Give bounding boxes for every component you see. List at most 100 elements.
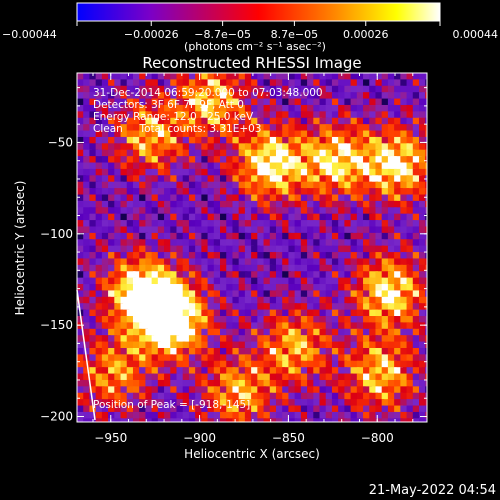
heatmap-cell bbox=[294, 341, 304, 351]
heatmap-cell bbox=[269, 124, 279, 133]
heatmap-cell bbox=[394, 143, 403, 153]
heatmap-cell bbox=[226, 290, 236, 300]
heatmap-cell bbox=[381, 360, 391, 370]
heatmap-cell bbox=[294, 200, 304, 210]
heatmap-cell bbox=[108, 354, 117, 364]
heatmap-cell bbox=[300, 194, 310, 204]
heatmap-cell bbox=[294, 181, 304, 191]
heatmap-cell bbox=[145, 111, 155, 121]
heatmap-cell bbox=[263, 296, 273, 306]
heatmap-cell bbox=[338, 245, 347, 255]
heatmap-cell bbox=[338, 303, 347, 313]
heatmap-cell bbox=[387, 162, 397, 172]
heatmap-cell bbox=[232, 92, 242, 101]
heatmap-cell bbox=[394, 290, 403, 300]
heatmap-cell bbox=[170, 149, 180, 159]
heatmap-cell bbox=[363, 156, 372, 165]
heatmap-cell bbox=[344, 117, 354, 127]
heatmap-cell bbox=[139, 175, 148, 185]
heatmap-cell bbox=[114, 367, 124, 376]
heatmap-cell bbox=[331, 168, 341, 178]
heatmap-cell bbox=[356, 316, 366, 325]
heatmap-cell bbox=[157, 418, 167, 422]
heatmap-cell bbox=[132, 181, 142, 191]
heatmap-cell bbox=[394, 303, 403, 313]
heatmap-cell bbox=[220, 85, 229, 95]
heatmap-cell bbox=[170, 111, 180, 121]
heatmap-cell bbox=[77, 194, 86, 204]
heatmap-cell bbox=[412, 194, 422, 204]
heatmap-cell bbox=[325, 264, 335, 274]
heatmap-cell bbox=[126, 188, 136, 197]
heatmap-cell bbox=[394, 168, 403, 178]
heatmap-cell bbox=[238, 335, 248, 345]
heatmap-cell bbox=[213, 73, 223, 82]
heatmap-cell bbox=[400, 136, 410, 146]
heatmap-cell bbox=[394, 347, 403, 357]
heatmap-cell bbox=[381, 271, 391, 281]
heatmap-cell bbox=[412, 245, 422, 255]
heatmap-cell bbox=[363, 162, 372, 172]
heatmap-cell bbox=[307, 354, 316, 364]
heatmap-cell bbox=[356, 111, 366, 121]
heatmap-cell bbox=[269, 290, 279, 300]
heatmap-cell bbox=[83, 98, 93, 108]
heatmap-cell bbox=[331, 379, 341, 389]
heatmap-cell bbox=[387, 232, 397, 242]
heatmap-cell bbox=[101, 245, 111, 255]
heatmap-cell bbox=[313, 111, 323, 121]
heatmap-cell bbox=[363, 341, 372, 351]
heatmap-cell bbox=[95, 360, 105, 370]
heatmap-cell bbox=[407, 425, 416, 434]
heatmap-cell bbox=[363, 392, 372, 402]
heatmap-cell bbox=[288, 79, 298, 89]
heatmap-cell bbox=[425, 213, 427, 223]
heatmap-cell bbox=[319, 213, 329, 223]
heatmap-cell bbox=[406, 117, 416, 127]
heatmap-cell bbox=[157, 271, 167, 281]
heatmap-cell bbox=[145, 104, 155, 114]
heatmap-cell bbox=[139, 188, 148, 197]
heatmap-cell bbox=[195, 220, 204, 229]
heatmap-cell bbox=[319, 341, 329, 351]
heatmap-cell bbox=[151, 149, 161, 159]
heatmap-cell bbox=[238, 85, 248, 95]
heatmap-cell bbox=[226, 335, 236, 345]
heatmap-cell bbox=[400, 175, 410, 185]
heatmap-cell bbox=[244, 252, 254, 261]
heatmap-cell bbox=[425, 405, 427, 415]
heatmap-cell bbox=[126, 85, 136, 95]
heatmap-cell bbox=[263, 373, 273, 383]
heatmap-cell bbox=[83, 399, 93, 408]
heatmap-cell bbox=[195, 252, 204, 261]
heatmap-cell bbox=[170, 79, 180, 89]
heatmap-cell bbox=[164, 373, 173, 383]
heatmap-image bbox=[77, 73, 440, 434]
heatmap-cell bbox=[257, 347, 267, 357]
heatmap-cell bbox=[406, 379, 416, 389]
heatmap-cell bbox=[406, 149, 416, 159]
heatmap-cell bbox=[114, 373, 124, 383]
heatmap-cell bbox=[412, 354, 422, 364]
heatmap-cell bbox=[331, 194, 341, 204]
heatmap-cell bbox=[313, 258, 323, 268]
heatmap-cell bbox=[232, 188, 242, 197]
heatmap-cell bbox=[195, 104, 204, 114]
heatmap-cell bbox=[220, 232, 229, 242]
heatmap-cell bbox=[220, 258, 229, 268]
heatmap-cell bbox=[282, 309, 292, 319]
heatmap-cell bbox=[369, 136, 379, 146]
heatmap-cell bbox=[164, 220, 173, 229]
heatmap-cell bbox=[151, 181, 161, 191]
heatmap-cell bbox=[313, 220, 323, 229]
heatmap-cell bbox=[300, 392, 310, 402]
heatmap-cell bbox=[319, 104, 329, 114]
heatmap-cell bbox=[288, 168, 298, 178]
heatmap-cell bbox=[269, 335, 279, 345]
heatmap-cell bbox=[394, 156, 403, 165]
heatmap-cell bbox=[331, 296, 341, 306]
heatmap-cell bbox=[431, 380, 440, 389]
heatmap-cell bbox=[195, 213, 204, 223]
heatmap-cell bbox=[319, 309, 329, 319]
heatmap-cell bbox=[431, 290, 440, 299]
